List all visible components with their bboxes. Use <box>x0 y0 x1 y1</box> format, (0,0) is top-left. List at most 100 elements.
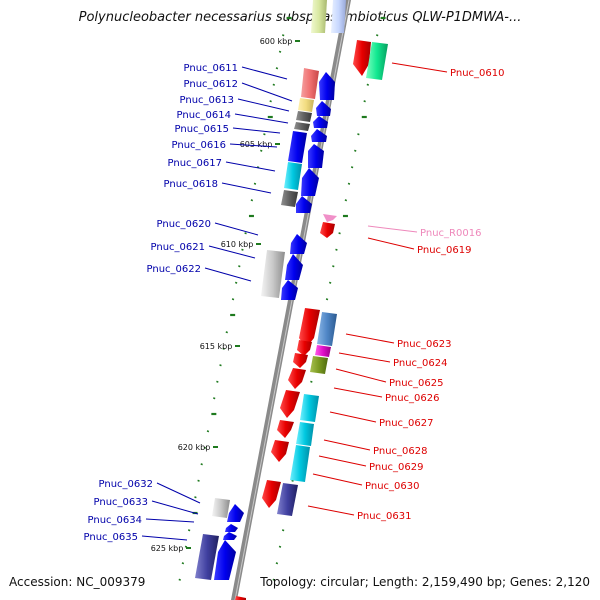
label-leader-lines <box>141 62 448 541</box>
gene-label[interactable]: Pnuc_0614 <box>177 110 231 121</box>
gene-0625-arrow[interactable] <box>293 353 308 368</box>
gene-0611-glyph[interactable] <box>301 68 319 99</box>
gene-label[interactable]: Pnuc_0633 <box>94 497 148 508</box>
minus-strand-arrows <box>214 72 335 580</box>
scale-tick <box>366 83 369 86</box>
gene-0618-arrow[interactable] <box>296 196 312 213</box>
gene-0625-glyph[interactable] <box>310 356 328 374</box>
gene-leader-line <box>156 482 201 504</box>
gene-label[interactable]: Pnuc_0626 <box>385 393 439 404</box>
plus-strand-features <box>235 40 388 600</box>
gene-0616-glyph[interactable] <box>288 131 307 163</box>
gene-0627-arrow[interactable] <box>280 390 300 418</box>
genome-summary: Topology: circular; Length: 2,159,490 bp… <box>260 575 590 589</box>
gene-0635-glyph[interactable] <box>195 534 219 580</box>
gene-label[interactable]: Pnuc_0629 <box>369 462 423 473</box>
gene-0613-arrow[interactable] <box>313 116 328 128</box>
gene-0633-arrow[interactable] <box>227 504 244 522</box>
genes-label: Genes: <box>509 575 552 589</box>
gene-0617-arrow[interactable] <box>301 168 319 196</box>
gene-0610-glyph[interactable] <box>366 42 388 80</box>
accession-label: Accession: <box>9 575 73 589</box>
gene-label[interactable]: Pnuc_0630 <box>365 481 419 492</box>
scale-tick <box>281 529 285 532</box>
gene-r0016-glyph[interactable] <box>323 214 337 222</box>
gene-0611-arrow[interactable] <box>319 72 335 100</box>
gene-leader-line <box>229 143 278 148</box>
gene-0622-glyph[interactable] <box>261 250 285 298</box>
scale-tick <box>272 83 275 86</box>
gene-0618-glyph[interactable] <box>281 190 298 207</box>
gene-label[interactable]: Pnuc_0616 <box>172 140 226 151</box>
gene-0612-arrow[interactable] <box>316 101 331 116</box>
gene-label[interactable]: Pnuc_0619 <box>417 245 471 256</box>
gene-0631-glyph[interactable] <box>277 483 298 516</box>
length-value: 2,159,490 bp; <box>421 575 507 589</box>
gene-leader-line <box>145 518 195 523</box>
gene-0621-arrow[interactable] <box>285 254 303 280</box>
gene-leader-line <box>221 182 272 194</box>
gene-label[interactable]: Pnuc_0617 <box>168 158 222 169</box>
scale-tick <box>263 133 266 136</box>
gene-0634b-arrow[interactable] <box>223 532 237 540</box>
gene-leader-line <box>312 473 363 486</box>
gene-0626-arrow[interactable] <box>288 368 306 389</box>
gene-0628-glyph[interactable] <box>296 422 314 446</box>
accession-info: Accession: NC_009379 <box>9 575 145 589</box>
gene-label[interactable]: Pnuc_0632 <box>99 479 153 490</box>
scale-tick <box>219 364 222 367</box>
gene-label[interactable]: Pnuc_0612 <box>184 79 238 90</box>
gene-label[interactable]: Pnuc_0620 <box>157 219 211 230</box>
gene-label[interactable]: Pnuc_0613 <box>180 95 234 106</box>
gene-label[interactable]: Pnuc_0627 <box>379 418 433 429</box>
gene-0622-arrow[interactable] <box>281 280 298 300</box>
gene-0623-glyph[interactable] <box>317 312 337 346</box>
gene-label[interactable]: Pnuc_0631 <box>357 511 411 522</box>
gene-label[interactable]: Pnuc_R0016 <box>420 228 481 239</box>
gene-0624-glyph[interactable] <box>315 345 331 357</box>
gene-label[interactable]: Pnuc_0628 <box>373 446 427 457</box>
gene-0610-arrow[interactable] <box>353 40 371 76</box>
gene-label[interactable]: Pnuc_0635 <box>84 532 138 543</box>
gene-label[interactable]: Pnuc_0634 <box>88 515 142 526</box>
gene-0617-glyph[interactable] <box>284 162 302 190</box>
gene-0623-arrow[interactable] <box>299 308 320 348</box>
gene-leader-line <box>208 245 256 259</box>
gene-0630-arrow[interactable] <box>262 480 281 508</box>
gene-label[interactable]: Pnuc_0615 <box>175 124 229 135</box>
gene-0635-arrow[interactable] <box>214 540 236 580</box>
gene-label[interactable]: Pnuc_0610 <box>450 68 504 79</box>
scale-tick <box>272 578 275 581</box>
gene-0628-arrow[interactable] <box>277 420 294 438</box>
scale-tick <box>269 100 272 103</box>
gene-0624-arrow[interactable] <box>297 340 312 356</box>
gene-0614-arrow[interactable] <box>311 129 327 142</box>
gene-0614-glyph[interactable] <box>294 122 310 131</box>
kbp-label: 625 kbp <box>151 544 184 553</box>
scale-tick <box>194 496 197 499</box>
gene-0612-glyph[interactable] <box>298 98 314 112</box>
gene-0629-glyph[interactable] <box>290 445 310 482</box>
gene-label[interactable]: Pnuc_0618 <box>164 179 218 190</box>
gene-0632-glyph[interactable] <box>212 498 230 518</box>
gene-leader-line <box>241 82 293 102</box>
gene-label[interactable]: Pnuc_0611 <box>184 63 238 74</box>
gene-label[interactable]: Pnuc_0623 <box>397 339 451 350</box>
gene-0619-arrow[interactable] <box>320 222 335 238</box>
kbp-labels: 600 kbp 605 kbp 610 kbp 615 kbp 620 kbp 625 k… <box>151 37 300 553</box>
gene-leader-line <box>232 127 281 134</box>
gene-0629-arrow[interactable] <box>271 440 289 462</box>
gene-label[interactable]: Pnuc_0625 <box>389 378 443 389</box>
gene-0613-glyph[interactable] <box>296 111 312 122</box>
gene-0634-arrow[interactable] <box>225 524 238 532</box>
gene-label[interactable]: Pnuc_0621 <box>151 242 205 253</box>
gene-leader-line <box>141 535 188 541</box>
gene-0615-arrow[interactable] <box>308 144 324 168</box>
scale-tick <box>275 562 279 565</box>
gene-label[interactable]: Pnuc_0624 <box>393 358 447 369</box>
gene-label[interactable]: Pnuc_0622 <box>147 264 201 275</box>
scale-tick <box>231 298 235 301</box>
scale-tick <box>275 67 279 70</box>
gene-0627-glyph[interactable] <box>300 394 319 422</box>
gene-0620-arrow[interactable] <box>290 234 307 254</box>
